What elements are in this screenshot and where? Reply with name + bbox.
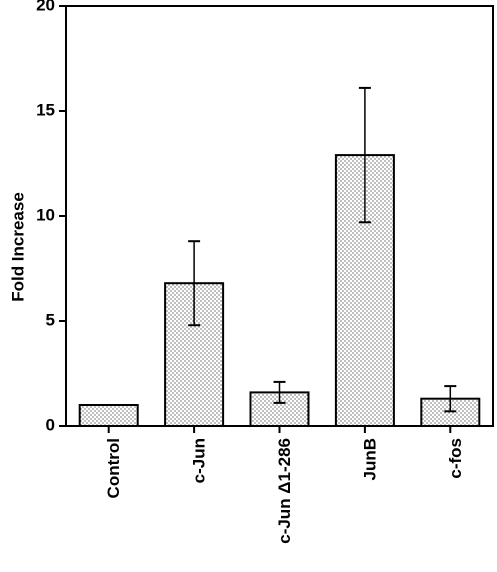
x-tick-label: c-fos <box>446 438 465 479</box>
y-tick-label: 5 <box>46 310 55 329</box>
bar <box>78 404 139 427</box>
y-tick-label: 20 <box>36 0 55 14</box>
x-axis-labels: Control c-Jun c-Jun Δ1-286 JunB c-fos <box>104 426 465 544</box>
x-tick-label: c-Jun <box>190 438 209 483</box>
bars-group <box>78 86 481 428</box>
y-tick-label: 10 <box>36 205 55 224</box>
x-tick-label: c-Jun Δ1-286 <box>275 438 294 544</box>
x-tick-label: JunB <box>360 438 379 481</box>
y-axis-ticks: 0 5 10 15 20 <box>36 0 66 434</box>
y-tick-label: 15 <box>36 100 55 119</box>
y-tick-label: 0 <box>46 415 55 434</box>
plot-frame <box>65 5 494 427</box>
x-tick-label: Control <box>104 438 123 498</box>
y-axis-title: Fold Increase <box>8 192 27 302</box>
